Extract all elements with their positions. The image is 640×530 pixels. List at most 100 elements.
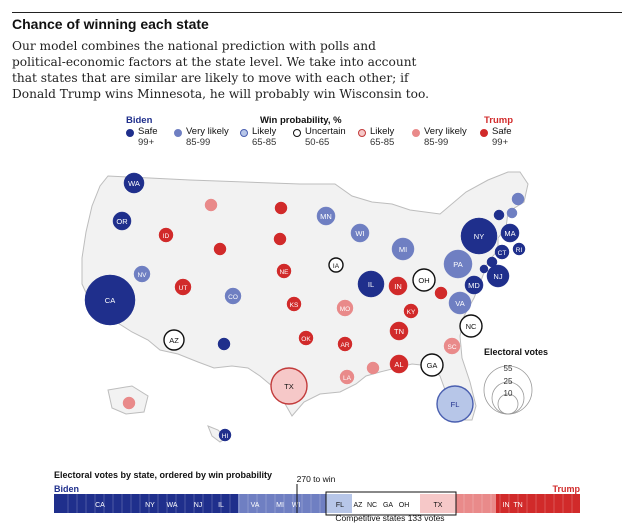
bar-label-fl: FL	[336, 502, 344, 509]
state-circle-or[interactable]	[112, 211, 132, 231]
state-circle-wy[interactable]	[213, 242, 227, 256]
size-legend-circle-25	[491, 381, 525, 415]
bar-segment	[352, 494, 420, 513]
state-circle-md[interactable]	[464, 275, 484, 295]
legend-item-name: Likely	[370, 126, 395, 137]
state-circle-sc[interactable]	[443, 337, 461, 355]
state-circle-mo[interactable]	[336, 299, 354, 317]
state-circle-ne[interactable]	[276, 263, 292, 279]
bar-segment	[238, 494, 296, 513]
bar-label-wa: WA	[166, 502, 177, 509]
state-label-sc: SC	[447, 344, 456, 351]
legend-swatch	[480, 129, 488, 137]
bar-segment	[456, 494, 496, 513]
state-circle-il[interactable]	[357, 270, 385, 298]
probability-legend: Biden Win probability, % Trump Safe 99+ …	[0, 112, 640, 152]
state-circle-me[interactable]	[511, 192, 525, 206]
state-circle-de[interactable]	[486, 256, 498, 268]
bar-segment	[210, 494, 238, 513]
state-label-la: LA	[343, 375, 352, 382]
bar-segment	[54, 494, 210, 513]
state-circle-sd[interactable]	[273, 232, 287, 246]
state-label-hi: HI	[222, 433, 229, 440]
legend-item-range: 65-85	[370, 137, 395, 148]
state-label-ks: KS	[290, 302, 299, 309]
state-label-mi: MI	[399, 245, 407, 254]
state-circle-vt[interactable]	[493, 209, 505, 221]
electoral-votes-title: Electoral votes	[484, 347, 549, 357]
state-circle-al[interactable]	[389, 354, 409, 374]
state-circle-dc[interactable]	[479, 264, 489, 274]
state-label-ca: CA	[105, 296, 115, 305]
state-circle-ar[interactable]	[337, 336, 353, 352]
bar-segments: CA NY WA NJ IL VA MI WI FL AZ NC GA OH TX IN TN	[54, 491, 580, 516]
state-label-wa: WA	[128, 179, 140, 188]
state-circle-mt[interactable]	[204, 198, 218, 212]
state-circle-ak[interactable]	[122, 396, 136, 410]
top-rule	[12, 12, 622, 13]
state-circle-wa[interactable]	[123, 172, 145, 194]
state-circle-tx[interactable]	[270, 367, 308, 405]
size-legend-label-25: 25	[504, 377, 513, 386]
state-label-ok: OK	[301, 336, 311, 343]
bar-label-ga: GA	[383, 502, 393, 509]
state-circle-ky[interactable]	[403, 303, 419, 319]
state-circle-in[interactable]	[388, 276, 408, 296]
state-circle-pa[interactable]	[443, 249, 473, 279]
bar-label-nj: NJ	[194, 502, 203, 509]
state-circle-nc[interactable]	[459, 314, 483, 338]
state-circle-nj[interactable]	[486, 264, 510, 288]
state-circle-ut[interactable]	[174, 278, 192, 296]
legend-item-range: 99+	[492, 137, 509, 148]
state-circle-ri[interactable]	[512, 242, 526, 256]
legend-swatch	[174, 129, 182, 137]
legend-item-range: 85-99	[186, 137, 211, 148]
state-circle-oh[interactable]	[412, 268, 436, 292]
legend-swatch	[412, 129, 420, 137]
state-circles: WA OR CA NV ID UT AZ CO NE KS OK TX MN IA MO AR LA WI IL MI…	[84, 172, 526, 442]
state-circle-mi[interactable]	[391, 237, 415, 261]
state-label-nj: NJ	[493, 272, 502, 281]
state-circle-id[interactable]	[158, 227, 174, 243]
state-label-ar: AR	[340, 342, 349, 349]
state-circle-ny[interactable]	[460, 217, 498, 255]
state-label-co: CO	[228, 294, 238, 301]
state-circle-nm[interactable]	[217, 337, 231, 351]
legend-swatch	[240, 129, 248, 137]
state-circle-hi[interactable]	[218, 428, 232, 442]
bar-segment	[496, 494, 580, 513]
us-map: WA OR CA NV ID UT AZ CO NE KS OK TX MN IA MO AR LA WI IL MI…	[81, 171, 529, 443]
state-circle-va[interactable]	[448, 291, 472, 315]
competitive-outline	[325, 491, 457, 516]
state-circle-mn[interactable]	[316, 206, 336, 226]
state-circle-co[interactable]	[224, 287, 242, 305]
state-circle-nh[interactable]	[506, 207, 518, 219]
legend-biden-label: Biden	[126, 115, 153, 126]
state-circle-tn[interactable]	[389, 321, 409, 341]
state-label-ut: UT	[179, 285, 188, 292]
state-circle-ia[interactable]	[328, 257, 344, 273]
state-label-ma: MA	[504, 229, 515, 238]
state-circle-ga[interactable]	[420, 353, 444, 377]
state-circle-nd[interactable]	[274, 201, 288, 215]
state-label-or: OR	[116, 217, 128, 226]
state-circle-wv[interactable]	[434, 286, 448, 300]
state-circle-ma[interactable]	[500, 223, 520, 243]
state-circle-wi[interactable]	[350, 223, 370, 243]
state-circle-ms[interactable]	[366, 361, 380, 375]
state-circle-ok[interactable]	[298, 330, 314, 346]
state-circle-az[interactable]	[163, 329, 185, 351]
state-circle-fl[interactable]	[436, 385, 474, 423]
bar-biden-label: Biden	[54, 484, 79, 494]
state-circle-ks[interactable]	[286, 296, 302, 312]
bar-segment	[326, 494, 352, 513]
state-circle-la[interactable]	[339, 369, 355, 385]
chart-title: Chance of winning each state	[12, 16, 209, 32]
legend-item-name: Likely	[252, 126, 277, 137]
state-circle-ca[interactable]	[84, 274, 136, 326]
state-circle-nv[interactable]	[133, 265, 151, 283]
state-label-ia: IA	[333, 263, 340, 270]
state-label-md: MD	[468, 281, 480, 290]
legend-item-range: 65-85	[252, 137, 277, 148]
state-circle-ct[interactable]	[494, 244, 510, 260]
